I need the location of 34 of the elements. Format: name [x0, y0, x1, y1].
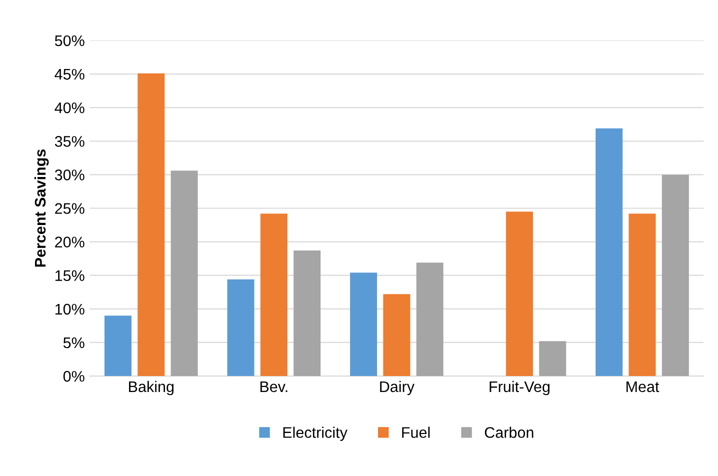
y-tick-label: 5% [63, 337, 84, 348]
y-tick-label: 10% [55, 304, 84, 315]
y-tick-label: 35% [54, 136, 84, 147]
y-tick-label: 40% [54, 102, 84, 114]
y-tick-label: 30% [54, 170, 84, 180]
bar [596, 128, 623, 376]
bar [170, 170, 198, 376]
x-tick-label: Baking [129, 380, 174, 396]
x-tick-label: Bev. [260, 381, 288, 392]
y-tick-label: 0% [63, 370, 84, 382]
bar [138, 73, 165, 376]
x-tick-label: Fruit-Veg [490, 380, 550, 396]
y-tick-label: 20% [55, 236, 84, 248]
legend-label: Electricity [283, 426, 348, 441]
y-tick-label: 15% [55, 270, 84, 282]
bar [662, 174, 689, 376]
bar [383, 294, 410, 376]
bar [104, 316, 132, 376]
y-axis-title: Percent Savings [34, 149, 49, 267]
bar [628, 214, 656, 376]
legend-label: Fuel [402, 426, 430, 438]
bar [350, 272, 378, 376]
bar [227, 279, 254, 376]
bar [416, 262, 444, 376]
y-tick-label: 45% [54, 68, 84, 80]
bar [294, 250, 321, 376]
bar [539, 341, 566, 376]
x-tick-label: Dairy [380, 380, 414, 396]
bar [260, 214, 288, 376]
x-tick-label: Meat [626, 381, 660, 392]
y-tick-label: 25% [55, 203, 84, 214]
legend-label: Carbon [484, 426, 534, 438]
y-tick-label: 50% [54, 35, 84, 46]
bar [506, 212, 533, 376]
